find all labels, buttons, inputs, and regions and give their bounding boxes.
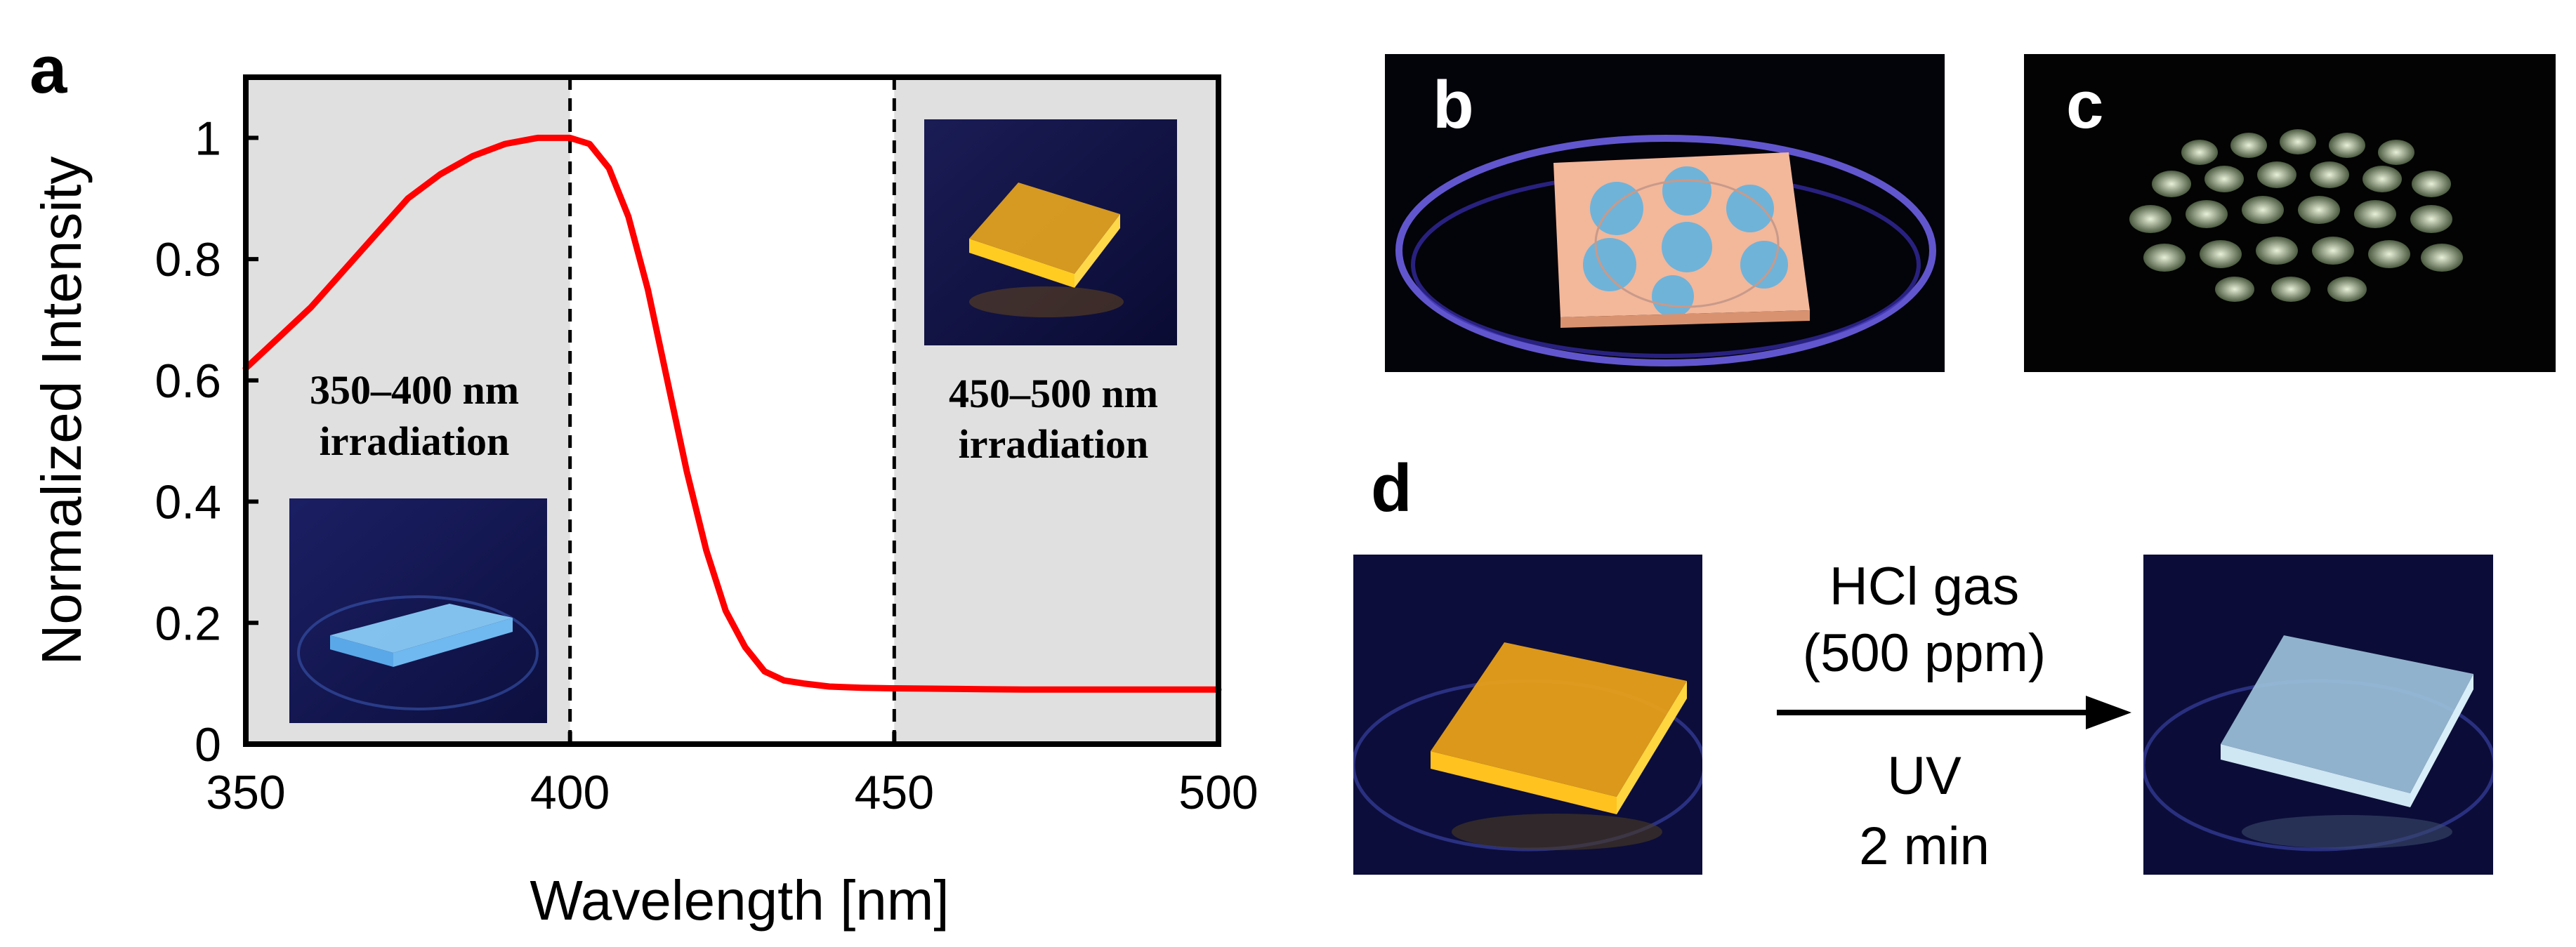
photo-after-blue: [2143, 555, 2493, 875]
panel-label-a: a: [29, 32, 67, 107]
annotation-left-line2: irradiation: [320, 418, 510, 464]
y-tick-label-4: 0.8: [155, 233, 221, 286]
x-tick-label-1: 400: [530, 766, 610, 819]
inset-photos: [289, 119, 1177, 723]
axis-ticks: 350 400 450 500 0 0.2 0.4 0.6 0.8 1: [155, 112, 1257, 819]
reaction-condition-bottom-line1: UV: [1887, 746, 1961, 806]
annotation-right-line2: irradiation: [959, 421, 1149, 467]
y-tick-label-0: 0: [195, 718, 221, 771]
panel-label-c: c: [2066, 67, 2104, 143]
reaction-arrow: [1777, 696, 2131, 729]
y-axis-label: Normalized Intensity: [30, 157, 93, 665]
panel-label-d: d: [1371, 451, 1412, 526]
absorption-chart: 350 400 450 500 0 0.2 0.4 0.6 0.8 1 350–400 nm ir…: [30, 74, 1257, 932]
series-line: [242, 134, 1222, 693]
reaction-condition-top-line1: HCl gas: [1829, 557, 2020, 616]
inset-photo-orange-sample: [924, 119, 1177, 345]
annotation-right-line1: 450–500 nm: [949, 371, 1158, 416]
reaction-condition-bottom-line2: 2 min: [1859, 816, 1990, 876]
y-tick-label-3: 0.6: [155, 355, 221, 408]
annotation-left-line1: 350–400 nm: [310, 367, 519, 413]
photo-before-orange: [1353, 555, 1702, 875]
y-tick-label-1: 0.2: [155, 597, 221, 650]
x-tick-label-2: 450: [855, 766, 934, 819]
x-tick-label-0: 350: [206, 766, 285, 819]
reaction-condition-top-line2: (500 ppm): [1802, 623, 2046, 683]
dashed-markers: [568, 77, 896, 744]
y-tick-label-2: 0.4: [155, 476, 221, 529]
panel-label-b: b: [1433, 67, 1474, 143]
x-axis-label: Wavelength [nm]: [530, 869, 949, 932]
inset-photo-blue-sample: [289, 498, 547, 723]
photo-panel-c: [2024, 54, 2556, 372]
photo-panel-b: [1385, 54, 1945, 372]
y-tick-label-5: 1: [195, 112, 221, 165]
plot-frame: [243, 74, 1221, 747]
x-tick-label-3: 500: [1178, 766, 1257, 819]
